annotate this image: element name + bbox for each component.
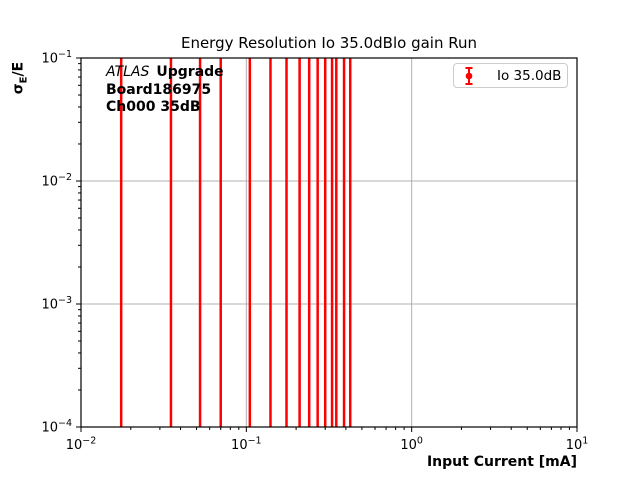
- axes-frame: [80, 57, 578, 428]
- legend-label: Io 35.0dB: [497, 67, 562, 84]
- atlas-wordmark: ATLAS: [106, 64, 150, 80]
- y-axis-label-rest: /E: [10, 61, 27, 77]
- chart-title: Energy Resolution Io 35.0dBlo gain Run: [180, 34, 478, 52]
- gridlines: [81, 58, 577, 427]
- tick-label: 10−3: [41, 295, 72, 313]
- tick-label: 10−2: [66, 436, 97, 454]
- y-axis-label: σE/E: [11, 62, 30, 94]
- tick-label: 10−1: [231, 436, 262, 454]
- tick-label: 101: [566, 436, 589, 454]
- annotation-line-1: ATLAS Upgrade: [106, 64, 224, 82]
- annotation-line-2: Board186975: [106, 81, 212, 98]
- errorbar-marker-icon: [465, 66, 473, 85]
- annotation-line-3: Ch000 35dB: [106, 99, 201, 115]
- annotation-upgrade: Upgrade: [156, 64, 224, 80]
- y-axis-label-subscript: E: [18, 76, 30, 84]
- annotation-block: ATLAS Upgrade Board186975 Ch000 35dB: [106, 64, 224, 117]
- tick-label: 100: [400, 436, 423, 454]
- x-axis-label: Input Current [mA]: [426, 454, 577, 470]
- axis-ticks: [76, 57, 578, 432]
- y-axis-label-sigma: σ: [10, 83, 27, 95]
- tick-label: 10−1: [41, 49, 72, 67]
- tick-label: 10−4: [41, 418, 72, 436]
- legend: Io 35.0dB: [453, 63, 568, 88]
- error-bars: [119, 58, 352, 427]
- tick-label: 10−2: [41, 172, 72, 190]
